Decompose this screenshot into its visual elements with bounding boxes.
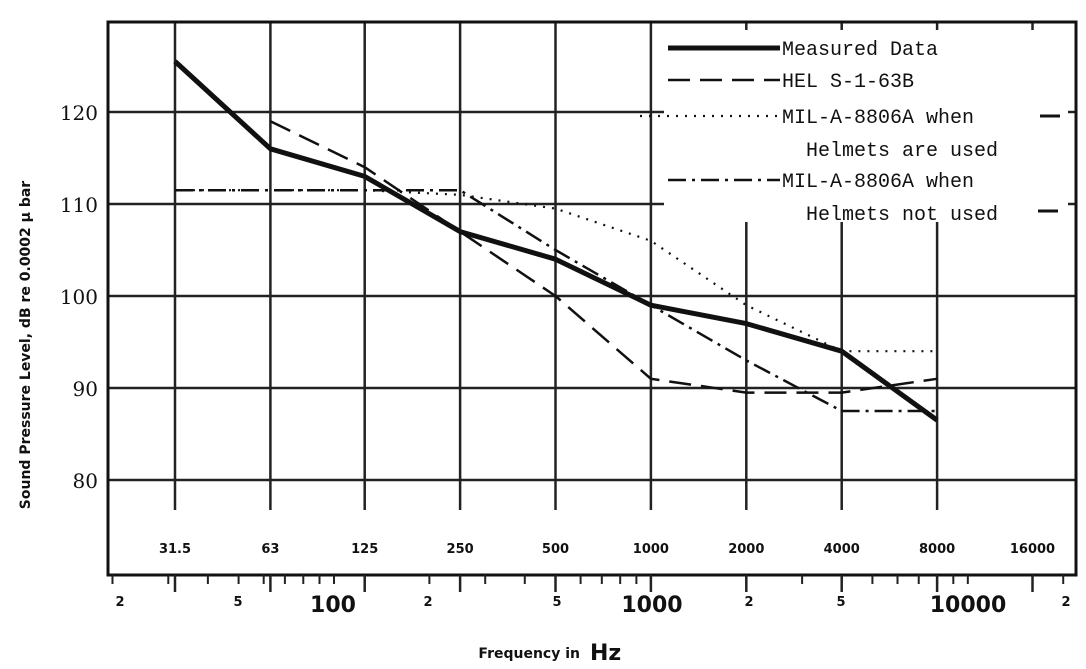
legend-label: MIL-A-8806A when	[782, 171, 974, 194]
y-tick-label: 120	[60, 101, 98, 125]
series-line-solid	[173, 59, 939, 423]
bottom-axis-label: 5	[552, 595, 561, 610]
legend: Measured Data HEL S-1-63B MIL-A-8806A when…	[640, 30, 1068, 227]
series-line-dashed	[269, 120, 938, 394]
y-tick-label: 80	[73, 469, 98, 493]
bottom-axis-label: 100	[310, 593, 356, 618]
plot-frame	[106, 20, 1078, 577]
octave-band-label: 8000	[919, 542, 955, 557]
y-tick-label: 100	[60, 285, 98, 309]
legend-label-line2: Helmets not used	[806, 204, 998, 227]
octave-band-label: 125	[351, 542, 378, 557]
x-axis-title: Frequency in	[478, 646, 580, 662]
bottom-axis-label: 2	[744, 595, 753, 610]
octave-band-label: 63	[261, 542, 279, 557]
bottom-axis-label: 1000	[621, 593, 682, 618]
axes-labels: 80 90 100 110 120 31.5 63 125 250 500 1000 2000 4000…	[60, 101, 1071, 618]
bottom-axis-label: 5	[233, 595, 242, 610]
octave-band-label: 16000	[1010, 542, 1055, 557]
bottom-axis-label: 2	[423, 595, 432, 610]
legend-label: HEL S-1-63B	[782, 71, 914, 94]
octave-band-label: 31.5	[159, 542, 191, 557]
legend-label-line2: Helmets are used	[806, 140, 998, 163]
legend-label: MIL-A-8806A when	[782, 107, 974, 130]
octave-band-label: 2000	[728, 542, 764, 557]
legend-label: Measured Data	[782, 39, 938, 62]
series-lines	[173, 59, 939, 423]
x-axis-unit: Hz	[590, 641, 621, 666]
bottom-axis-label: 10000	[930, 593, 1007, 618]
bottom-axis-label: 2	[1061, 595, 1070, 610]
octave-band-label: 1000	[633, 542, 669, 557]
bottom-axis-label: 5	[836, 595, 845, 610]
octave-band-label: 250	[447, 542, 474, 557]
series-line-dashdot	[175, 188, 938, 413]
y-axis-title: Sound Pressure Level, dB re 0.0002 μ bar	[18, 181, 34, 510]
bottom-axis-label: 2	[115, 595, 124, 610]
legend-background	[664, 30, 1068, 222]
octave-band-label: 500	[542, 542, 569, 557]
plot-border	[106, 20, 1078, 577]
octave-band-label: 4000	[824, 542, 860, 557]
y-tick-label: 110	[60, 193, 98, 217]
series-line-dotted	[175, 189, 938, 353]
y-tick-label: 90	[73, 377, 98, 401]
